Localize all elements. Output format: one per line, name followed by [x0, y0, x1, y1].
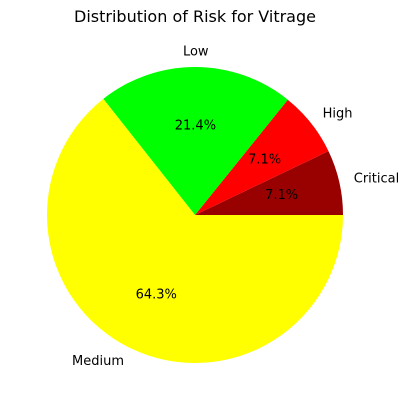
slice-category-label-high: High: [323, 106, 353, 121]
slice-category-label-low: Low: [183, 45, 209, 60]
labels-layer: 7.1% Critical 7.1% High 21.4% Low 64.3% Medium: [72, 45, 399, 369]
slice-category-label-critical: Critical: [354, 171, 399, 186]
slice-pct-label-low: 21.4%: [175, 119, 216, 134]
pie-slice-critical: [195, 151, 343, 215]
chart-title: Distribution of Risk for Vitrage: [74, 7, 316, 26]
pie-slice-low: [103, 67, 288, 216]
slice-pct-label-critical: 7.1%: [265, 188, 298, 203]
slice-category-label-medium: Medium: [72, 354, 124, 369]
slices-layer: [46, 67, 343, 363]
slice-pct-label-high: 7.1%: [248, 152, 281, 167]
pie-slice-high: [195, 99, 329, 215]
pie-slice-medium: [46, 98, 343, 363]
slice-pct-label-medium: 64.3%: [136, 287, 177, 302]
